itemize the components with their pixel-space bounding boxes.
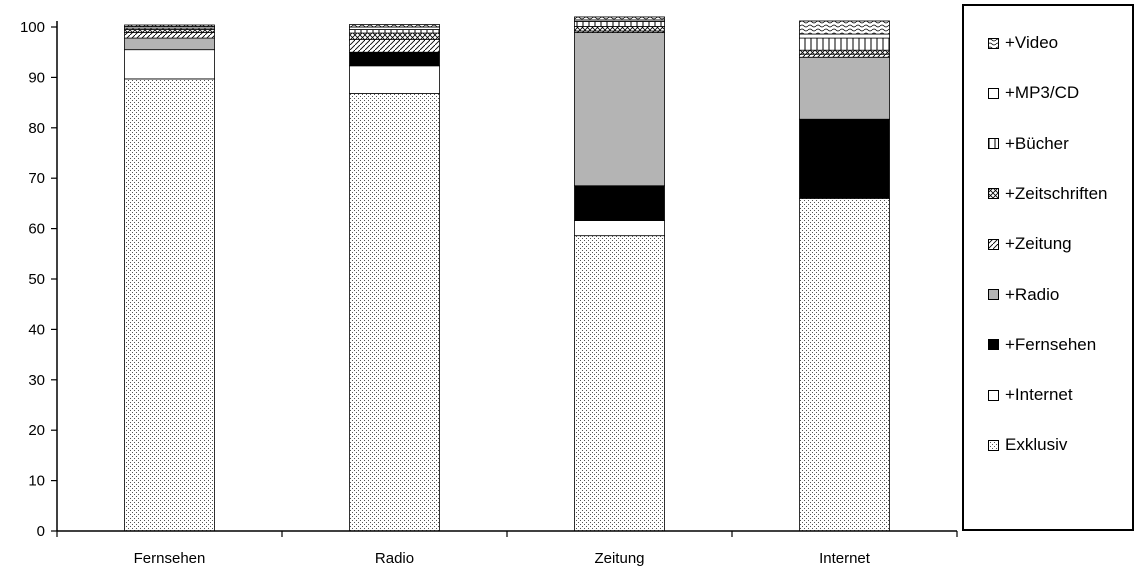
- bar-segment-radio-zeitschriften: [349, 32, 440, 41]
- y-tick-label-0: 0: [37, 523, 45, 540]
- legend-label-zeitschriften: +Zeitschriften: [1005, 183, 1108, 203]
- bar-segment-zeitung-video: [574, 16, 665, 21]
- x-tick-label-radio: Radio: [375, 550, 414, 567]
- bar-segment-internet-video: [799, 20, 890, 35]
- bar-segment-fernsehen-zeitung: [124, 32, 215, 39]
- legend-label-video: +Video: [1005, 33, 1059, 52]
- bar-segment-radio-bücher: [349, 29, 440, 34]
- y-tick-label-60: 60: [28, 221, 45, 238]
- legend-swatch-exklusiv: [988, 439, 999, 451]
- bar-segment-radio-internet: [349, 65, 440, 94]
- bar-segment-fernsehen-internet: [124, 49, 215, 80]
- chart-legend: +Video +MP3/CD +Bücher +Zeitschriften +Zeitu…: [962, 4, 1134, 531]
- legend-swatch-internet: [988, 389, 999, 401]
- legend-item-video: +Video: [988, 32, 1058, 54]
- legend-swatch-zeitschriften: [988, 188, 999, 200]
- legend-item-exklusiv: Exklusiv: [988, 434, 1067, 456]
- bar-segment-internet-fernsehen: [799, 118, 890, 199]
- legend-item-radio: +Radio: [988, 284, 1059, 306]
- x-tick-label-zeitung: Zeitung: [594, 550, 644, 567]
- bar-segment-internet-exklusiv: [799, 197, 890, 532]
- legend-label-mp3-cd: +MP3/CD: [1005, 83, 1080, 103]
- bar-segment-internet-radio: [799, 56, 890, 120]
- legend-label-internet: +Internet: [1005, 385, 1073, 405]
- legend-item-zeitschriften: +Zeitschriften: [988, 183, 1108, 205]
- bar-segment-zeitung-internet: [574, 220, 665, 237]
- bar-segment-internet-zeitung: [799, 53, 890, 58]
- legend-swatch-fernsehen: [988, 339, 999, 351]
- y-tick-label-20: 20: [28, 422, 45, 439]
- bar-segment-radio-exklusiv: [349, 93, 440, 532]
- bar-segment-radio-fernsehen: [349, 51, 440, 67]
- y-tick-label-40: 40: [28, 321, 45, 338]
- bar-segment-internet-mp3-cd: [799, 33, 890, 39]
- bar-segment-zeitung-zeitschriften: [574, 26, 665, 32]
- axes-layer: 0 10 20 30 40 50 60 70 80 90 100 Fernsehen Radio Zeit…: [20, 19, 958, 567]
- bar-segment-zeitung-fernsehen: [574, 185, 665, 221]
- y-tick-label-50: 50: [28, 271, 45, 288]
- bar-segment-fernsehen-zeitschriften: [124, 29, 215, 33]
- y-tick-label-80: 80: [28, 120, 45, 137]
- bar-segment-internet-zeitschriften: [799, 49, 890, 55]
- y-tick-label-30: 30: [28, 372, 45, 389]
- y-tick-label-70: 70: [28, 170, 45, 187]
- bar-segment-radio-video: [349, 24, 440, 28]
- legend-label-bücher: +Bücher: [1005, 133, 1069, 153]
- legend-item-bücher: +Bücher: [988, 133, 1069, 155]
- legend-item-zeitung: +Zeitung: [988, 233, 1072, 255]
- bar-segment-radio-zeitung: [349, 39, 440, 53]
- legend-swatch-zeitung: [988, 238, 999, 250]
- legend-swatch-mp3-cd: [988, 87, 999, 99]
- y-tick-label-90: 90: [28, 69, 45, 86]
- bar-segment-internet-bücher: [799, 37, 890, 51]
- y-tick-label-10: 10: [28, 473, 45, 490]
- chart-plot-area: 0 10 20 30 40 50 60 70 80 90 100 Fernsehen Radio Zeit…: [20, 16, 958, 567]
- legend-item-internet: +Internet: [988, 384, 1073, 406]
- legend-swatch-bücher: [988, 138, 999, 150]
- legend-swatch-radio: [988, 289, 999, 300]
- bar-segment-fernsehen-video: [124, 24, 215, 27]
- bars-layer: [124, 16, 890, 532]
- x-tick-label-internet: Internet: [819, 550, 871, 567]
- legend-label-exklusiv: Exklusiv: [1005, 435, 1068, 455]
- bar-segment-zeitung-exklusiv: [574, 235, 665, 532]
- legend-label-fernsehen: +Fernsehen: [1005, 334, 1097, 354]
- bar-segment-fernsehen-radio: [124, 37, 215, 51]
- legend-label-radio: +Radio: [1005, 284, 1060, 304]
- bar-segment-zeitung-bücher: [574, 21, 665, 27]
- legend-swatch-video: [988, 37, 999, 49]
- legend-item-mp3-cd: +MP3/CD: [988, 82, 1079, 104]
- legend-label-zeitung: +Zeitung: [1005, 234, 1072, 254]
- bar-segment-zeitung-radio: [574, 32, 665, 187]
- legend-item-fernsehen: +Fernsehen: [988, 334, 1096, 356]
- x-tick-label-fernsehen: Fernsehen: [134, 550, 206, 567]
- bar-segment-fernsehen-exklusiv: [124, 78, 215, 532]
- y-tick-label-100: 100: [20, 19, 45, 36]
